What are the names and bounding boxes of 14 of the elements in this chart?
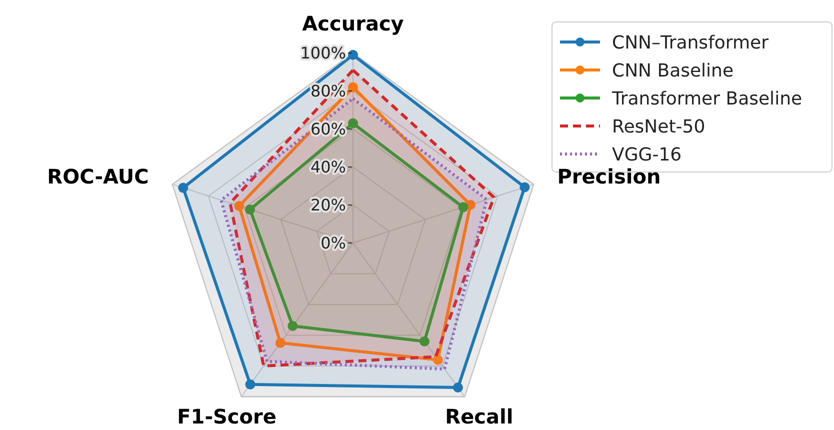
y-tick-label: 20% xyxy=(310,196,346,215)
spoke-label: ROC-AUC xyxy=(47,164,149,189)
spoke-label: Recall xyxy=(445,404,514,429)
spoke-label: F1-Score xyxy=(177,404,276,429)
legend-label: Transformer Baseline xyxy=(611,88,802,110)
y-tick-label: 100% xyxy=(300,44,346,63)
spoke-label: Precision xyxy=(557,164,661,189)
y-tick-label: 0% xyxy=(320,234,346,253)
legend-label: ResNet-50 xyxy=(612,116,706,138)
legend-label: VGG-16 xyxy=(612,144,682,166)
spoke-label: Accuracy xyxy=(302,11,404,36)
y-tick-label: 40% xyxy=(310,158,346,177)
legend-label: CNN–Transformer xyxy=(612,32,770,54)
legend-label: CNN Baseline xyxy=(612,60,734,82)
